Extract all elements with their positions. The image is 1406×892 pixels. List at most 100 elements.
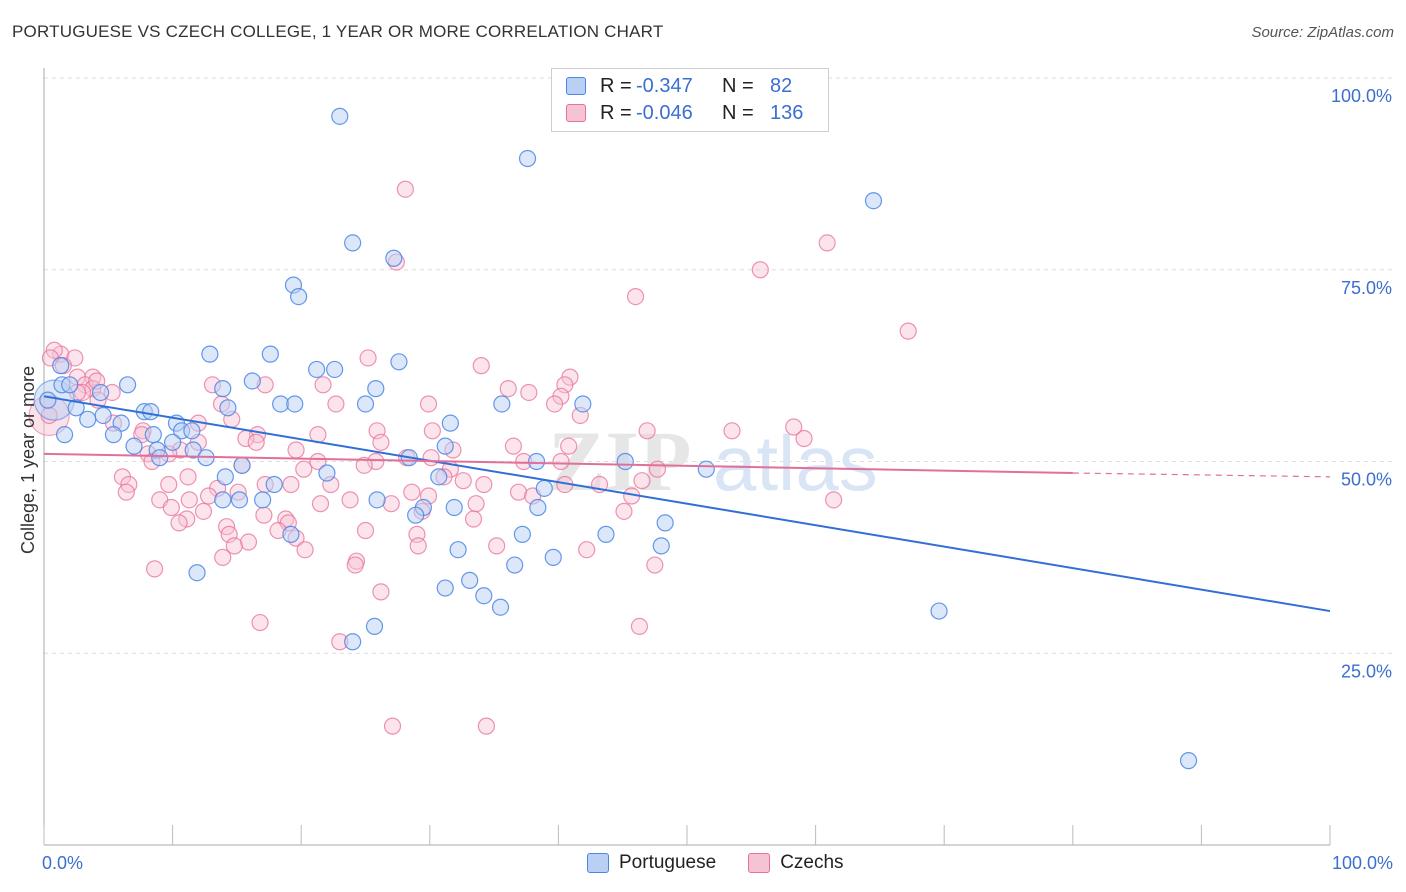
portuguese-point — [367, 380, 385, 398]
portuguese-point — [436, 579, 454, 597]
czechs-point — [180, 491, 198, 509]
portuguese-point — [385, 249, 403, 267]
watermark-atlas: atlas — [713, 419, 878, 507]
czechs-point — [287, 441, 305, 459]
portuguese-point — [436, 437, 454, 455]
portuguese-point — [125, 437, 143, 455]
portuguese-point — [544, 548, 562, 566]
portuguese-point — [94, 406, 112, 425]
portuguese-point — [243, 372, 261, 390]
czechs-point — [475, 475, 493, 494]
czechs-point — [383, 717, 402, 735]
portuguese-point — [493, 395, 511, 413]
legend-n-label: N = — [722, 101, 754, 124]
portuguese-point — [164, 433, 182, 451]
y-tick-label: 50.0% — [1341, 470, 1392, 490]
legend-label-czechs: Czechs — [780, 852, 844, 873]
correlation-legend: R = -0.347 N = 82 R = -0.046 N = 136 — [551, 68, 829, 132]
portuguese-point — [930, 602, 948, 620]
czechs-point — [785, 418, 803, 436]
portuguese-point — [282, 525, 300, 543]
portuguese-point — [142, 403, 160, 421]
portuguese-point — [151, 449, 169, 467]
portuguese-point — [286, 395, 304, 413]
portuguese-point — [616, 452, 634, 471]
czechs-point — [454, 472, 472, 490]
czechs-point — [73, 383, 92, 402]
portuguese-point — [529, 498, 547, 517]
legend-item-portuguese: Portuguese — [587, 852, 716, 874]
czechs-point — [504, 437, 522, 455]
czechs-point — [423, 422, 441, 440]
portuguese-point — [290, 287, 308, 306]
czechs-point — [355, 456, 373, 474]
czechs-point — [520, 383, 538, 402]
portuguese-point — [475, 587, 493, 605]
portuguese-point — [254, 491, 272, 509]
portuguese-swatch — [587, 853, 609, 873]
portuguese-point — [356, 395, 375, 413]
axis-layer — [43, 68, 1331, 846]
czechs-point — [214, 548, 232, 566]
czechs-point — [225, 537, 243, 555]
czechs-trend-line — [43, 452, 1073, 475]
chart-title: PORTUGUESE VS CZECH COLLEGE, 1 YEAR OR M… — [12, 22, 664, 41]
source-label: Source: ZipAtlas.com — [1251, 24, 1394, 41]
czechs-point — [200, 487, 218, 505]
portuguese-point — [79, 410, 97, 428]
portuguese-point — [344, 234, 362, 252]
portuguese-point — [527, 452, 546, 471]
legend-n-label: N = — [722, 74, 754, 97]
czechs-point — [239, 533, 258, 551]
portuguese-point — [265, 475, 283, 494]
czechs-point — [179, 468, 197, 486]
y-axis-label: College, 1 year or more — [18, 366, 38, 554]
legend-n-value: 136 — [770, 101, 804, 124]
y-tick-label: 25.0% — [1341, 661, 1392, 681]
portuguese-point — [656, 514, 674, 532]
czechs-point — [646, 556, 664, 574]
czechs-point — [382, 495, 400, 513]
portuguese-point — [491, 598, 510, 616]
czechs-point — [160, 475, 178, 494]
portuguese-point — [104, 426, 123, 444]
czechs-point — [630, 617, 649, 636]
portuguese-point — [430, 468, 448, 486]
czechs-point — [162, 498, 180, 517]
portuguese-point — [461, 571, 479, 589]
czechs-point — [117, 483, 135, 501]
czechs-point — [409, 537, 427, 555]
portuguese-point — [118, 376, 137, 394]
czechs-point — [648, 460, 667, 478]
czechs-point — [509, 483, 528, 501]
czechs-swatch — [566, 104, 586, 122]
portuguese-point — [513, 525, 531, 543]
czechs-point — [818, 234, 836, 252]
czechs-point — [247, 433, 265, 451]
tick-labels: 100.0% 75.0% 50.0% 25.0% 0.0% 100.0% College, … — [18, 86, 1393, 873]
czechs-point — [396, 180, 414, 198]
portuguese-point — [864, 192, 883, 210]
czechs-point — [403, 483, 421, 501]
portuguese-point — [230, 491, 249, 509]
czechs-point — [359, 349, 377, 367]
czechs-swatch — [748, 853, 771, 873]
legend-n-value: 82 — [770, 74, 793, 97]
portuguese-point — [308, 360, 326, 379]
czechs-point — [552, 452, 570, 471]
portuguese-point — [535, 479, 553, 497]
czechs-point — [282, 475, 300, 494]
portuguese-point — [201, 345, 219, 363]
czechs-point — [488, 537, 506, 555]
czechs-point — [309, 452, 327, 471]
czechs-point — [170, 514, 188, 532]
czechs-point — [626, 287, 645, 306]
portuguese-point — [214, 491, 232, 509]
portuguese-points — [33, 107, 1198, 770]
portuguese-point — [331, 107, 349, 125]
czechs-point — [578, 541, 596, 559]
legend-item-czechs: Czechs — [748, 852, 844, 874]
czechs-point — [296, 541, 314, 559]
czechs-point — [467, 495, 485, 513]
portuguese-point — [449, 541, 467, 559]
